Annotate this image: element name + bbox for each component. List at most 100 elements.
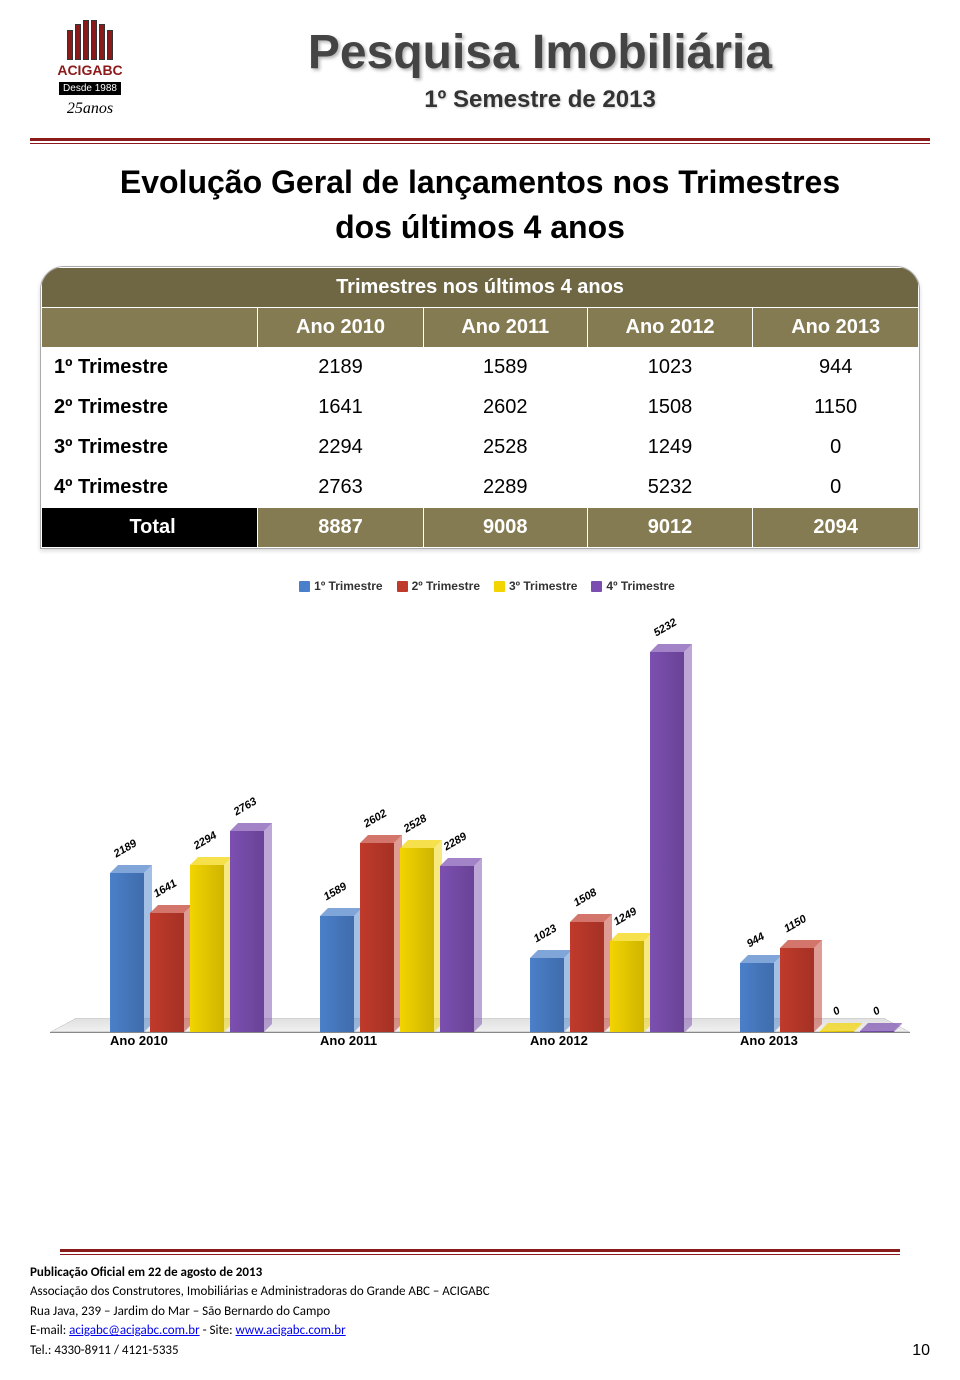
chart-year-group: 9441150 0 0 xyxy=(740,948,894,1032)
data-table: Trimestres nos últimos 4 anos Ano 2010 An… xyxy=(40,266,920,549)
table-total-cell: 8887 xyxy=(258,508,424,548)
chart-bar: 1249 xyxy=(610,941,644,1032)
footer-publication: Publicação Oficial em 22 de agosto de 20… xyxy=(30,1263,930,1283)
chart-bar-value: 2294 xyxy=(192,830,219,853)
table-column-header xyxy=(42,308,258,348)
table-cell: 1023 xyxy=(587,348,753,388)
chart-bar: 1589 xyxy=(320,916,354,1032)
table-row-label: 1º Trimestre xyxy=(42,348,258,388)
chart-x-label: Ano 2010 xyxy=(110,1033,270,1048)
table-title: Trimestres nos últimos 4 anos xyxy=(42,268,919,308)
chart-bar: 1150 xyxy=(780,948,814,1032)
legend-swatch xyxy=(494,581,505,592)
footer-site-link[interactable]: www.acigabc.com.br xyxy=(236,1323,346,1338)
chart-bar: 2189 xyxy=(110,873,144,1032)
chart-year-group: 2189164122942763 xyxy=(110,831,264,1032)
chart-x-label: Ano 2013 xyxy=(740,1033,900,1048)
chart-bar-value: 1023 xyxy=(532,922,559,945)
table-row-label: 4º Trimestre xyxy=(42,468,258,508)
logo-anniversary: 25anos xyxy=(30,100,150,118)
table-row-label: 3º Trimestre xyxy=(42,428,258,468)
table-cell: 2189 xyxy=(258,348,424,388)
chart-year-group: 1589260225282289 xyxy=(320,843,474,1032)
chart-bar-value: 2289 xyxy=(442,830,469,853)
page-subtitle: 1º Semestre de 2013 xyxy=(150,86,930,114)
logo-icon xyxy=(30,20,150,60)
footer-address: Rua Java, 239 – Jardim do Mar – São Bern… xyxy=(30,1302,930,1322)
footer-contact: E-mail: acigabc@acigabc.com.br - Site: w… xyxy=(30,1321,930,1341)
table-cell: 2289 xyxy=(423,468,587,508)
table-cell: 2602 xyxy=(423,388,587,428)
chart-x-label: Ano 2011 xyxy=(320,1033,480,1048)
page-number: 10 xyxy=(912,1342,930,1360)
chart-bar-value: 1249 xyxy=(612,906,639,929)
chart-bar: 1508 xyxy=(570,922,604,1032)
table-cell: 944 xyxy=(753,348,919,388)
chart-bar: 2528 xyxy=(400,848,434,1032)
chart-bar: 2763 xyxy=(230,831,264,1032)
chart-legend: 1º Trimestre 2º Trimestre 3º Trimestre 4º T… xyxy=(50,579,910,593)
section-title-1: Evolução Geral de lançamentos nos Trimes… xyxy=(40,164,920,201)
legend-label: 1º Trimestre xyxy=(314,579,382,593)
chart-year-group: 1023150812495232 xyxy=(530,652,684,1033)
section-title-2: dos últimos 4 anos xyxy=(40,209,920,246)
legend-label: 4º Trimestre xyxy=(606,579,674,593)
chart-bar: 1023 xyxy=(530,958,564,1032)
legend-swatch xyxy=(397,581,408,592)
table-cell: 2528 xyxy=(423,428,587,468)
chart-bar: 0 xyxy=(820,1031,854,1032)
table-total-cell: 9008 xyxy=(423,508,587,548)
chart-bar-value: 1589 xyxy=(322,881,349,904)
table-cell: 0 xyxy=(753,428,919,468)
table-cell: 1589 xyxy=(423,348,587,388)
legend-swatch xyxy=(591,581,602,592)
chart-bar-value: 2528 xyxy=(402,813,429,836)
logo: ACIGABC Desde 1988 25anos xyxy=(30,20,150,118)
chart-bar-value: 0 xyxy=(831,1005,842,1018)
table-total-cell: 2094 xyxy=(753,508,919,548)
footer-phone: Tel.: 4330-8911 / 4121-5335 xyxy=(30,1341,930,1361)
logo-since: Desde 1988 xyxy=(59,82,121,95)
chart-bar-value: 1150 xyxy=(782,913,808,935)
chart-bar: 1641 xyxy=(150,913,184,1032)
chart-x-label: Ano 2012 xyxy=(530,1033,690,1048)
chart-bar-value: 0 xyxy=(871,1005,882,1018)
chart-bar-value: 2189 xyxy=(112,837,139,860)
chart-bar: 2294 xyxy=(190,865,224,1032)
table-column-header: Ano 2012 xyxy=(587,308,753,348)
chart-x-labels: Ano 2010 Ano 2011 Ano 2012 Ano 2013 xyxy=(50,1033,910,1063)
chart-bar-value: 944 xyxy=(745,931,767,951)
footer-email-link[interactable]: acigabc@acigabc.com.br xyxy=(69,1323,199,1338)
chart-area: 2189164122942763158926022528228910231508… xyxy=(50,613,910,1033)
table-cell: 2763 xyxy=(258,468,424,508)
table-cell: 2294 xyxy=(258,428,424,468)
table-cell: 1249 xyxy=(587,428,753,468)
page-title: Pesquisa Imobiliária xyxy=(150,25,930,80)
legend-swatch xyxy=(299,581,310,592)
chart-bar-value: 1641 xyxy=(152,877,179,900)
chart-bar: 0 xyxy=(860,1031,894,1032)
chart-bar: 2289 xyxy=(440,866,474,1032)
chart-bar-value: 5232 xyxy=(652,616,679,639)
chart-bar: 2602 xyxy=(360,843,394,1032)
page-header: ACIGABC Desde 1988 25anos Pesquisa Imobi… xyxy=(0,0,960,128)
legend-label: 2º Trimestre xyxy=(412,579,480,593)
table-cell: 0 xyxy=(753,468,919,508)
chart-bar: 944 xyxy=(740,963,774,1032)
chart-bar: 5232 xyxy=(650,652,684,1033)
page-footer: Publicação Oficial em 22 de agosto de 20… xyxy=(30,1239,930,1361)
table-total-cell: 9012 xyxy=(587,508,753,548)
bar-chart: 1º Trimestre 2º Trimestre 3º Trimestre 4º T… xyxy=(50,579,910,1063)
legend-label: 3º Trimestre xyxy=(509,579,577,593)
table-total-label: Total xyxy=(42,508,258,548)
chart-bar-value: 1508 xyxy=(572,887,599,910)
table-cell: 1641 xyxy=(258,388,424,428)
table-row-label: 2º Trimestre xyxy=(42,388,258,428)
table-column-header: Ano 2010 xyxy=(258,308,424,348)
table-column-header: Ano 2013 xyxy=(753,308,919,348)
table-cell: 1508 xyxy=(587,388,753,428)
table-cell: 1150 xyxy=(753,388,919,428)
header-titles: Pesquisa Imobiliária 1º Semestre de 2013 xyxy=(150,25,930,114)
header-divider xyxy=(30,138,930,144)
chart-bar-value: 2763 xyxy=(232,796,259,819)
